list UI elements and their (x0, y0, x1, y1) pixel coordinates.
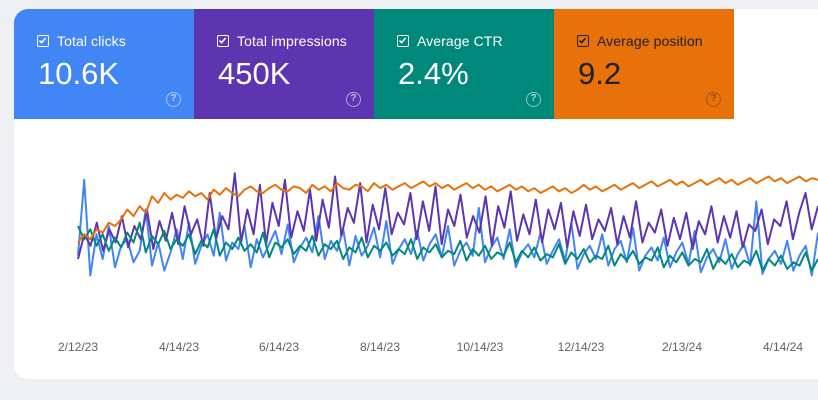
metric-label: Total clicks (57, 33, 126, 49)
help-icon[interactable]: ? (166, 92, 181, 107)
metric-label: Total impressions (237, 33, 347, 49)
metric-value: 10.6K (38, 56, 120, 91)
help-icon[interactable]: ? (706, 92, 721, 107)
checkbox-checked-icon[interactable] (37, 35, 49, 47)
checkbox-checked-icon[interactable] (217, 35, 229, 47)
metric-label: Average position (597, 33, 703, 49)
metric-value: 2.4% (398, 56, 469, 91)
metric-value: 450K (218, 56, 291, 91)
metric-tiles: Total clicks 10.6K ? Total impressions 4… (14, 9, 734, 119)
checkbox-checked-icon[interactable] (397, 35, 409, 47)
metric-label: Average CTR (417, 33, 503, 49)
help-icon[interactable]: ? (526, 92, 541, 107)
metric-tile-total-impressions[interactable]: Total impressions 450K ? (194, 9, 374, 119)
metric-value: 9.2 (578, 56, 622, 91)
help-icon[interactable]: ? (346, 92, 361, 107)
performance-card: Total clicks 10.6K ? Total impressions 4… (14, 9, 818, 379)
metric-tile-average-position[interactable]: Average position 9.2 ? (554, 9, 734, 119)
checkbox-checked-icon[interactable] (577, 35, 589, 47)
metric-tile-average-ctr[interactable]: Average CTR 2.4% ? (374, 9, 554, 119)
metric-tile-total-clicks[interactable]: Total clicks 10.6K ? (14, 9, 194, 119)
